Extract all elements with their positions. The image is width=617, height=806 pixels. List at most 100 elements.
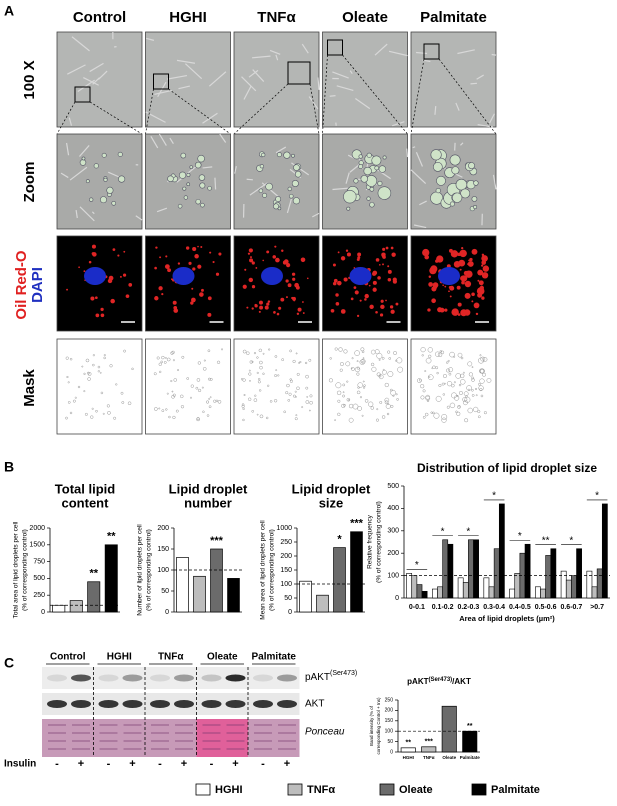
mask-dot [258,348,263,353]
mask-dot [127,401,132,406]
mask-dot [159,370,162,374]
mask-dot [294,390,297,393]
stain [333,278,338,283]
stain [155,246,158,249]
mask-dot [180,405,185,409]
texture [154,89,172,95]
droplet [432,162,443,172]
mask-dot [131,367,134,371]
stain [456,285,461,290]
bar [441,705,457,753]
bar [316,594,329,613]
bar [462,730,478,753]
mask-dot [243,394,246,396]
mask-dot [334,347,338,351]
legend-swatch [195,783,211,796]
stain [95,296,98,300]
mask-dot [442,393,445,396]
mask-dot [482,372,486,377]
bar [565,579,572,599]
mask-dot [107,411,111,415]
droplet [200,202,205,208]
bar [52,604,66,613]
mask-dot [83,390,86,393]
stain [258,300,263,305]
mask-dot [195,386,199,390]
y-axis-label: corresponding Control + Ins) [376,697,381,754]
droplet [273,203,280,210]
mask-dot [123,349,126,353]
mask-dot [190,396,192,399]
band [174,700,194,708]
stain [283,259,289,265]
texture [419,200,427,206]
stain [254,304,258,308]
insulin-sign: - [55,758,59,770]
y-tick-label: 2000 [29,525,45,532]
bar [540,588,546,599]
significance: * [595,491,599,502]
mask-dot [352,403,359,410]
band [71,700,91,708]
mask-dot [359,359,366,365]
bar [416,584,423,599]
stain [332,263,336,267]
mask-dot [306,396,309,398]
texture [158,133,167,146]
stain [274,245,277,248]
mask-dot [479,354,482,357]
stain [207,312,212,317]
stain [477,292,483,298]
mask-dot [100,391,104,395]
mask-dot [348,417,354,423]
mask-dot [432,411,435,415]
mask-dot [448,372,452,376]
mask-dot [180,394,184,399]
mask-dot [376,352,383,359]
x-tick-label: 0.4-0.5 [509,604,531,611]
stain [287,283,292,288]
droplet [189,165,194,169]
mask-dot [77,385,81,389]
micrograph [56,31,143,128]
texture [77,79,96,92]
stain [432,282,439,288]
bar [462,582,469,599]
mask-dot [422,389,426,393]
y-tick-label: 500 [33,575,45,582]
stain [437,307,443,313]
mask-dot [337,412,341,416]
stain [251,261,255,265]
mask-dot [85,358,90,363]
stain [199,292,204,297]
mask-dot [384,382,389,388]
mask-dot [397,366,404,373]
bar [333,547,346,613]
mask-dot [248,369,251,372]
droplet [182,186,187,191]
droplet [377,180,383,186]
insulin-sign: - [210,758,214,770]
texture [301,43,309,54]
mask-dot [196,378,201,382]
chart-title: number [184,495,232,510]
mask-dot [251,360,254,363]
droplet [451,166,460,175]
stain [359,299,362,302]
significance: ** [89,568,98,580]
droplet [101,152,107,158]
bar [535,586,541,599]
mask-dot [375,418,379,422]
bar [509,588,516,599]
y-tick-label: 50 [284,595,292,602]
stain [375,310,378,314]
stain [479,285,485,291]
bar [550,548,557,599]
texture [470,82,478,85]
western-blot: pAKT(Ser473) AKT Ponceau Insulin Control… [4,652,357,770]
mask-dot [464,396,471,403]
significance: *** [350,518,364,530]
droplet [178,171,187,179]
band [122,674,143,682]
chart-title: content [62,495,110,510]
